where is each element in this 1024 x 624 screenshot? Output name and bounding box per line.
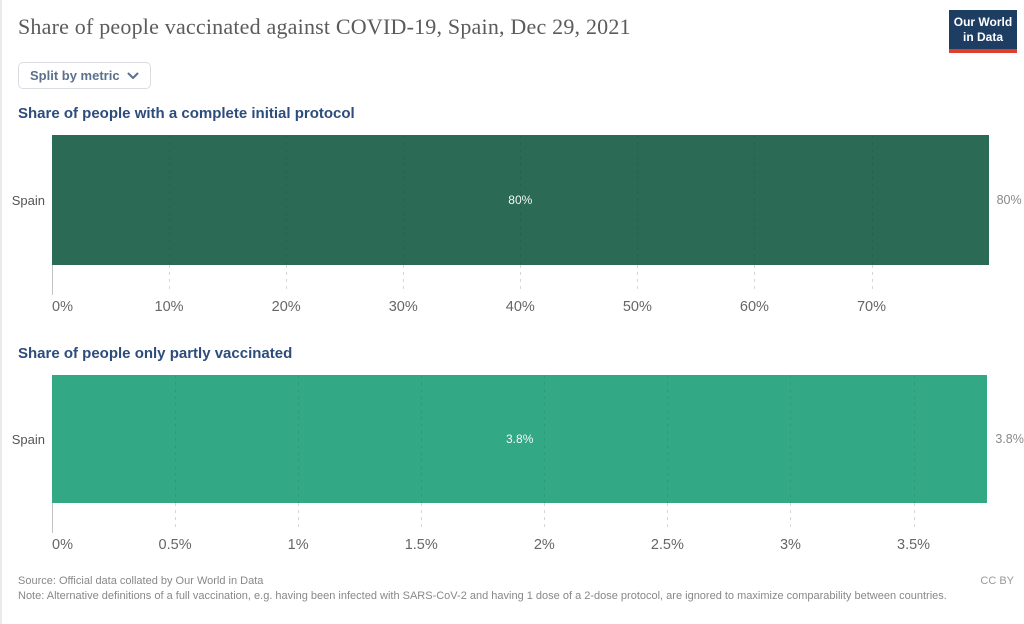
owid-logo-line1: Our World [953,15,1013,29]
owid-logo-line2: in Data [962,30,1003,44]
axis-tick [175,503,177,531]
axis-tick [286,265,288,293]
x-axis-tick-label: 50% [622,299,652,315]
x-axis-tick-label: 10% [154,299,184,315]
bar-value-inside: 3.8% [506,432,534,446]
page-title: Share of people vaccinated against COVID… [18,14,631,39]
x-axis-tick-label: 70% [856,299,887,315]
axis-tick [871,265,873,293]
bar-value-inside: 80% [508,193,533,207]
x-axis-tick-label: 3% [779,537,801,553]
x-axis-tick-label: 1.5% [404,537,438,553]
axis-tick [52,265,53,295]
axis-tick [403,265,405,293]
license-link[interactable]: CC BY [980,575,1014,587]
bar-partly-vaccinated[interactable]: 3.8% [52,375,988,503]
x-axis-tick-label: 0.5% [158,537,192,553]
owid-logo[interactable]: Our World in Data [949,10,1017,53]
x-axis-tick-label: 1% [287,537,309,553]
chart-subtitle: Share of people only partly vaccinated [18,345,293,362]
plot-area: 3.8% 3.8% [52,375,1024,503]
axis-tick [520,265,522,293]
x-axis-tick-label: 30% [388,299,418,315]
axis-tick [52,503,53,533]
x-axis-labels: 0% 0.5% 1% 1.5% 2% 2.5% 3% 3.5% [52,537,1012,557]
axis-tick [667,503,669,531]
x-axis-tick-label: 2.5% [650,537,684,553]
x-axis-tick-label: 3.5% [897,537,931,553]
axis-ticks [52,503,1012,533]
x-axis-tick-label: 60% [739,299,769,315]
plot-area: 80% 80% [52,135,1022,265]
x-axis-tick-label: 0% [52,537,73,553]
x-axis-tick-label: 2% [533,537,555,553]
note-text: Note: Alternative definitions of a full … [18,590,947,602]
chart-footer: Source: Official data collated by Our Wo… [18,574,1014,603]
axis-tick [421,503,423,531]
bar-complete-protocol[interactable]: 80% [52,135,989,265]
axis-ticks [52,265,1012,295]
axis-tick [913,503,915,531]
axis-tick [544,503,546,531]
x-axis-tick-label: 40% [505,299,535,315]
x-axis-labels: 0% 10% 20% 30% 40% 50% 60% 70% [52,299,1012,319]
axis-tick [754,265,756,293]
axis-tick [790,503,792,531]
axis-tick [637,265,639,293]
bar-value-outside: 80% [996,193,1022,207]
bar-value-outside: 3.8% [995,432,1024,446]
entity-label: Spain [11,431,45,447]
split-by-metric-button[interactable]: Split by metric [18,62,151,89]
entity-label: Spain [11,192,45,208]
split-by-metric-label: Split by metric [30,68,120,83]
chart-complete-protocol: Share of people with a complete initial … [2,105,1024,319]
chevron-down-icon [127,72,139,80]
chart-subtitle: Share of people with a complete initial … [18,105,355,122]
x-axis-tick-label: 20% [271,299,301,315]
axis-tick [298,503,300,531]
x-axis-tick-label: 0% [52,299,73,315]
axis-tick [169,265,171,293]
chart-partly-vaccinated: Share of people only partly vaccinated S… [2,345,1024,557]
source-text: Source: Official data collated by Our Wo… [18,575,264,587]
